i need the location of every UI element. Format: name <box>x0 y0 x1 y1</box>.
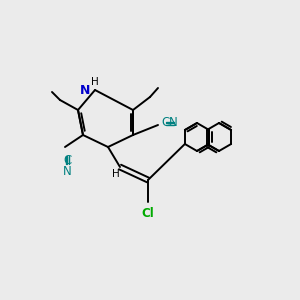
Text: N: N <box>80 85 90 98</box>
Text: H: H <box>112 169 120 179</box>
Text: H: H <box>91 77 99 87</box>
Text: Cl: Cl <box>142 207 154 220</box>
Text: N: N <box>63 165 71 178</box>
Text: N: N <box>169 116 178 130</box>
Text: C: C <box>63 154 71 167</box>
Text: C: C <box>161 116 169 130</box>
